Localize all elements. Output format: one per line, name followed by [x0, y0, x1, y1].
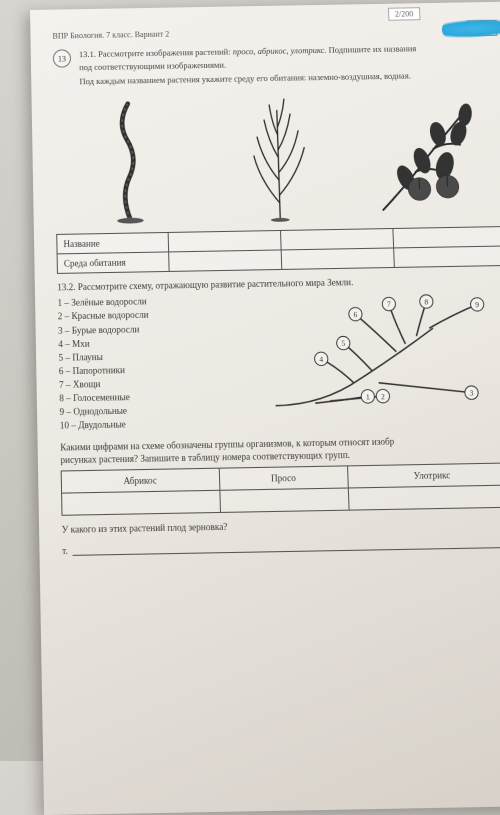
- tree-node-9: 9: [476, 300, 480, 309]
- plant-images-row: [54, 86, 500, 226]
- legend-and-tree: 1 – Зелёные водоросли 2 – Красные водоро…: [57, 289, 500, 433]
- col-ulotriks: Улотрикс: [347, 463, 500, 488]
- tree-node-4: 4: [320, 355, 324, 364]
- answer-line[interactable]: [72, 533, 500, 556]
- p132-label: 13.2.: [57, 282, 75, 293]
- plant-abrikos-image: [358, 87, 498, 221]
- tree-node-3: 3: [470, 389, 474, 398]
- blue-marker-smudge: [441, 17, 500, 39]
- header-row: ВПР Биология. 7 класс. Вариант 2 КО: [52, 20, 497, 44]
- col-abrikos: Абрикос: [61, 468, 219, 493]
- plant-proso-image: [210, 89, 348, 223]
- tree-node-8: 8: [425, 297, 429, 306]
- task-text: 13.1. Рассмотрите изображения растений: …: [79, 43, 418, 87]
- task-13-1: 13 13.1. Рассмотрите изображения растени…: [53, 42, 499, 88]
- answer-table-2: Абрикос Просо Улотрикс: [61, 463, 500, 516]
- legend-item: 10 – Двудольные: [60, 416, 239, 433]
- code-box: КО: [466, 20, 497, 37]
- row-label-name: Название: [57, 233, 169, 254]
- answer-cell[interactable]: [281, 229, 394, 250]
- subject-line: ВПР Биология. 7 класс. Вариант 2: [52, 29, 169, 40]
- tree-node-7: 7: [387, 300, 391, 309]
- answer-cell[interactable]: [169, 250, 282, 271]
- answer-cell[interactable]: [393, 227, 500, 248]
- p1-line1: Рассмотрите изображения растений:: [98, 47, 231, 59]
- tree-node-6: 6: [354, 310, 358, 319]
- answer-cell[interactable]: [394, 246, 500, 267]
- answer-table-1: Название Среда обитания: [56, 226, 500, 274]
- p1-label: 13.1.: [79, 49, 96, 59]
- tree-node-5: 5: [342, 339, 346, 348]
- tree-node-2: 2: [381, 392, 385, 401]
- question-number-circle: 13: [53, 49, 71, 67]
- row-label-habitat: Среда обитания: [57, 252, 169, 273]
- answer-prefix: т.: [62, 546, 68, 557]
- answer-cell[interactable]: [168, 231, 281, 252]
- phylogenetic-tree: 1 2 3 4 5 6 7 8 9: [243, 289, 500, 418]
- plant-ulotriks-image: [61, 92, 198, 226]
- p1-line1-end: Подпишите их названия: [328, 43, 416, 55]
- col-proso: Просо: [219, 466, 348, 490]
- answer-cell[interactable]: [281, 248, 394, 269]
- answer-cell[interactable]: [62, 490, 220, 515]
- question-after-tree: Какими цифрами на схеме обозначены групп…: [60, 433, 500, 467]
- worksheet-page: 2/200 ВПР Биология. 7 класс. Вариант 2 К…: [30, 2, 500, 815]
- page-sticker: 2/200: [388, 7, 421, 21]
- answer-cell[interactable]: [219, 488, 349, 512]
- p1-italic: просо, абрикос, улотрикс.: [233, 45, 327, 57]
- answer-cell[interactable]: [348, 485, 500, 510]
- legend-list: 1 – Зелёные водоросли 2 – Красные водоро…: [57, 294, 238, 433]
- tree-node-1: 1: [366, 392, 370, 401]
- p132-text: Рассмотрите схему, отражающую развитие р…: [78, 277, 354, 292]
